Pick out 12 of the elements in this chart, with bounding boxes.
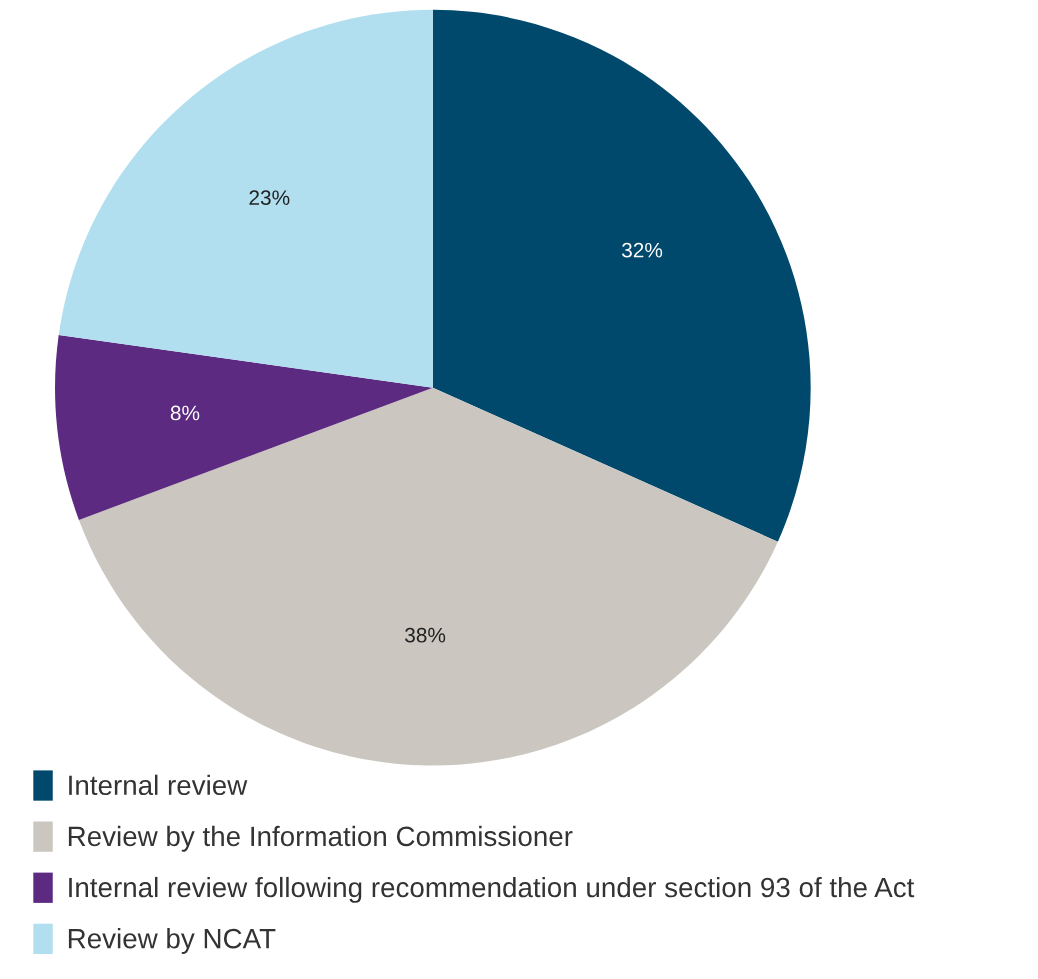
legend-label: Review by NCAT <box>68 928 276 954</box>
legend-label: Review by the Information Commissioner <box>68 825 573 852</box>
data-label: 38% <box>405 627 446 643</box>
pie-slice <box>78 387 778 766</box>
pie-slice <box>432 9 811 542</box>
data-label: 8% <box>170 405 200 421</box>
legend-label: Internal review <box>69 774 248 796</box>
data-label: 32% <box>622 242 663 258</box>
pie-slice <box>58 9 433 388</box>
legend-label: Internal review following recommendation under section 93 of the Act <box>69 876 915 903</box>
pie-slice <box>55 334 433 520</box>
data-label: 23% <box>249 190 290 206</box>
